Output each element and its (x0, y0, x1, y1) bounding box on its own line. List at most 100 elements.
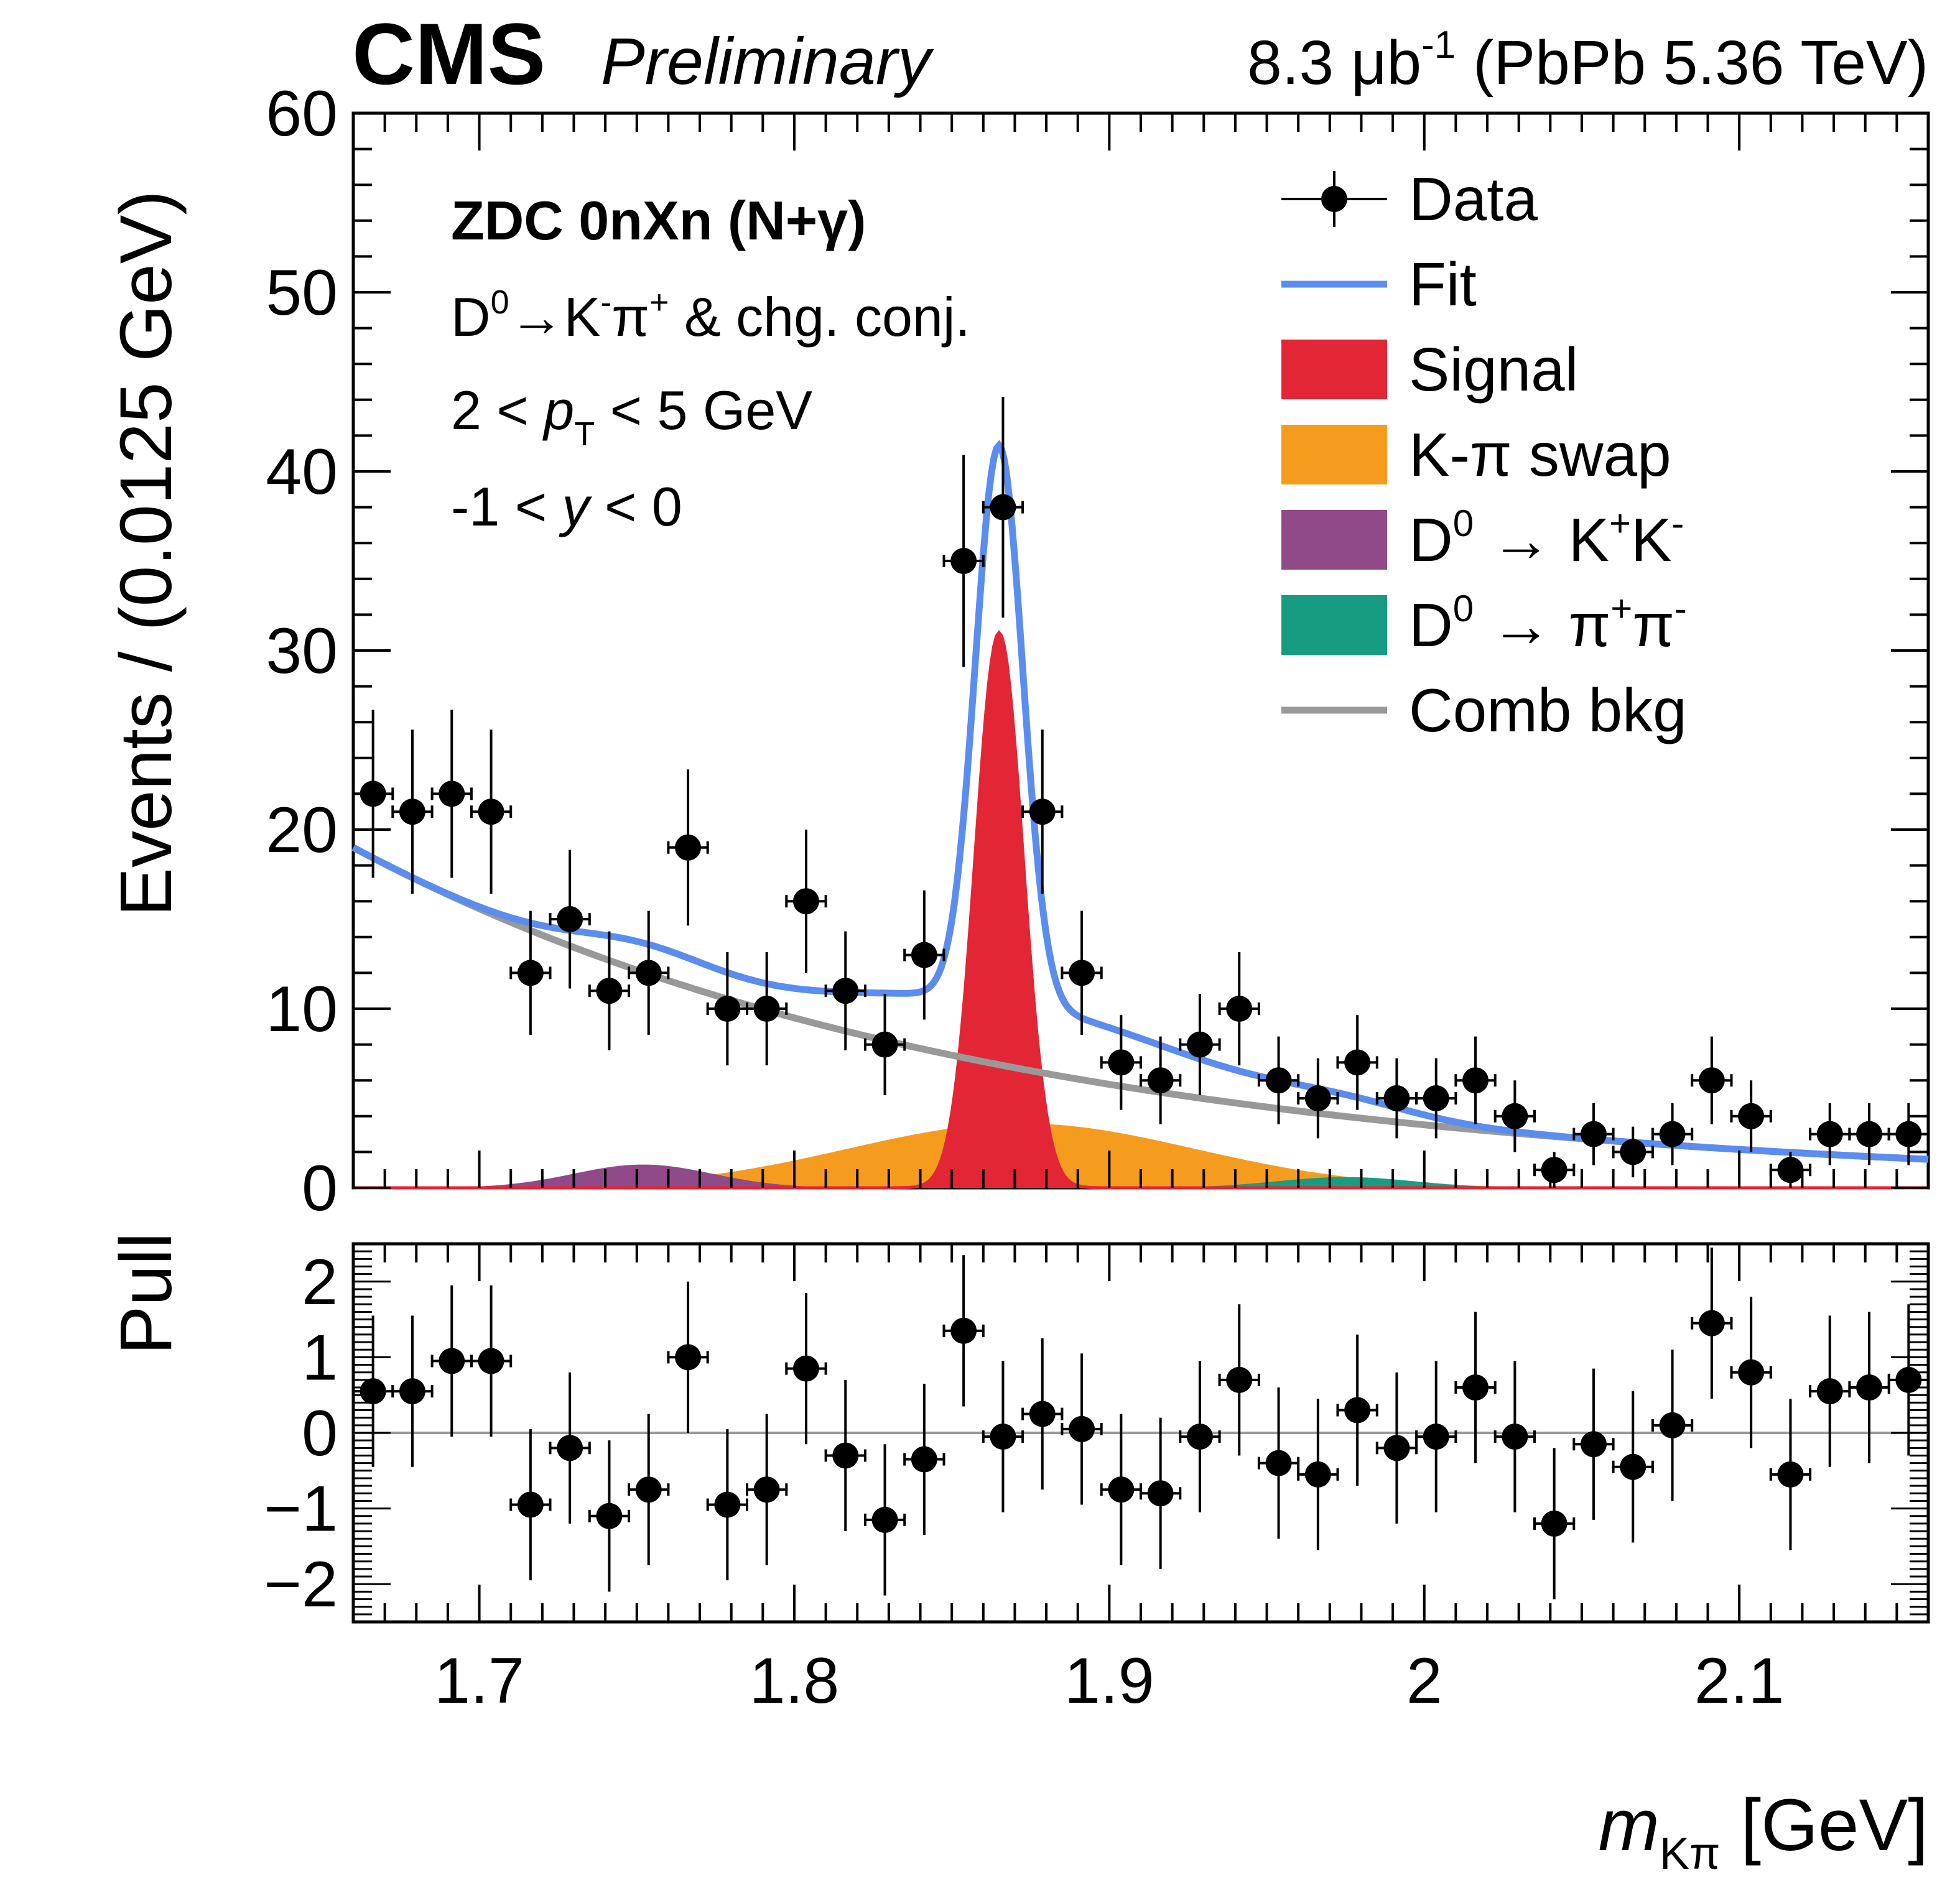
data-point-marker (1502, 1103, 1528, 1129)
data-point (1572, 1103, 1615, 1165)
pull-point (1809, 1315, 1851, 1467)
kk-component-area (353, 1164, 1928, 1188)
legend-label-text: Comb bkg (1409, 676, 1687, 744)
data-point-marker (675, 834, 702, 861)
data-point (1533, 1152, 1576, 1188)
pull-point-marker (990, 1424, 1016, 1450)
pull-point (549, 1372, 591, 1524)
pull-point (470, 1285, 513, 1437)
data-point (1415, 1058, 1457, 1139)
data-point (549, 850, 591, 989)
pull-point (1218, 1304, 1260, 1456)
legend-label-sup: + (1610, 588, 1632, 629)
pull-point-marker (517, 1491, 544, 1518)
pull-point (1651, 1350, 1694, 1501)
data-point (1375, 1058, 1418, 1139)
legend-label-sup: 0 (1453, 502, 1474, 544)
data-point-marker (1580, 1121, 1607, 1147)
pull-point-marker (1502, 1424, 1528, 1450)
x-tick-label: 2 (1406, 1645, 1442, 1717)
legend-label-sup: - (1671, 502, 1684, 544)
data-point-marker (1423, 1085, 1449, 1111)
pull-point-marker (1344, 1397, 1371, 1424)
main-frame (351, 111, 1930, 1190)
pull-point-marker (792, 1355, 819, 1382)
pull-point-marker (1856, 1374, 1883, 1401)
data-point (470, 729, 513, 894)
data-point (1218, 952, 1260, 1066)
pull-point (746, 1414, 788, 1565)
pull-point (1415, 1361, 1457, 1512)
data-point (628, 910, 670, 1035)
pull-point-marker (1462, 1374, 1489, 1401)
data-point-marker (792, 888, 819, 915)
legend-entry: Signal (1281, 335, 1578, 404)
data-point (785, 830, 827, 973)
pull-point (706, 1429, 748, 1581)
data-point-marker (1620, 1139, 1646, 1165)
pull-y-tick-label: 1 (302, 1322, 338, 1394)
legend-label-text: K (1631, 506, 1671, 574)
x-tick-label: 1.9 (1064, 1645, 1154, 1717)
pull-point-marker (596, 1503, 623, 1529)
pull-point-marker (1147, 1480, 1174, 1507)
legend-label-sup: 0 (1453, 588, 1474, 629)
pull-point (1493, 1361, 1536, 1512)
data-point-marker (439, 780, 465, 807)
pull-point (1336, 1334, 1378, 1486)
x-tick-label: 1.8 (750, 1645, 840, 1717)
data-point-marker (1738, 1103, 1765, 1129)
x-axis-label: mKπ [GeV] (1599, 1784, 1928, 1879)
legend-label: Fit (1409, 250, 1477, 318)
data-point-marker (714, 996, 741, 1022)
data-point-marker (1344, 1049, 1371, 1076)
pull-point-marker (1069, 1415, 1095, 1442)
y-tick-label: 10 (266, 973, 338, 1045)
legend-label: Signal (1409, 335, 1578, 404)
legend-label-text: K-π swap (1409, 420, 1671, 489)
pull-point-marker (911, 1446, 937, 1473)
pull-point (1297, 1399, 1339, 1550)
data-point-marker (1856, 1121, 1883, 1147)
legend-label-text: Fit (1409, 250, 1477, 318)
pull-point (1061, 1353, 1103, 1505)
y-tick-label: 0 (302, 1152, 338, 1225)
data-point-marker (360, 780, 386, 807)
pull-point-marker (360, 1378, 386, 1405)
pull-point-marker (1423, 1424, 1449, 1450)
pull-point (863, 1444, 906, 1596)
data-point-marker (871, 1031, 898, 1058)
data-point (1297, 1058, 1339, 1139)
data-point (746, 952, 788, 1066)
legend-entry: D0 → K+K- (1281, 502, 1684, 574)
data-point (982, 397, 1024, 618)
data-point-marker (1541, 1157, 1568, 1183)
pull-point (1257, 1387, 1300, 1539)
data-point-marker (990, 494, 1016, 521)
fit-curve (351, 440, 1929, 1163)
pull-point-marker (1816, 1378, 1843, 1405)
data-point (1651, 1103, 1694, 1165)
data-point (1454, 1036, 1497, 1124)
pull-point (1375, 1372, 1418, 1524)
pull-point-marker (1659, 1412, 1686, 1438)
pull-point (982, 1361, 1024, 1512)
decay-label: D0→K-π+ & chg. conj. (451, 284, 970, 348)
legend-label: K-π swap (1409, 420, 1671, 489)
data-point (391, 729, 434, 894)
legend-box-swatch (1281, 595, 1387, 655)
lumi-value: 8.3 μb (1247, 28, 1421, 98)
pull-point-marker (399, 1378, 425, 1405)
pull-point-marker (439, 1348, 465, 1374)
pull-point-marker (675, 1344, 702, 1371)
pull-point (1021, 1338, 1064, 1490)
pull-point (1140, 1417, 1182, 1569)
main-axes: 0 10 20 30 40 50 60 (266, 78, 1930, 1225)
legend-label: Data (1409, 165, 1538, 233)
legend-label-sup: + (1609, 502, 1631, 544)
data-point (1257, 1036, 1300, 1124)
pull-y-tick-label: 0 (302, 1397, 338, 1470)
data-point (1179, 994, 1221, 1096)
